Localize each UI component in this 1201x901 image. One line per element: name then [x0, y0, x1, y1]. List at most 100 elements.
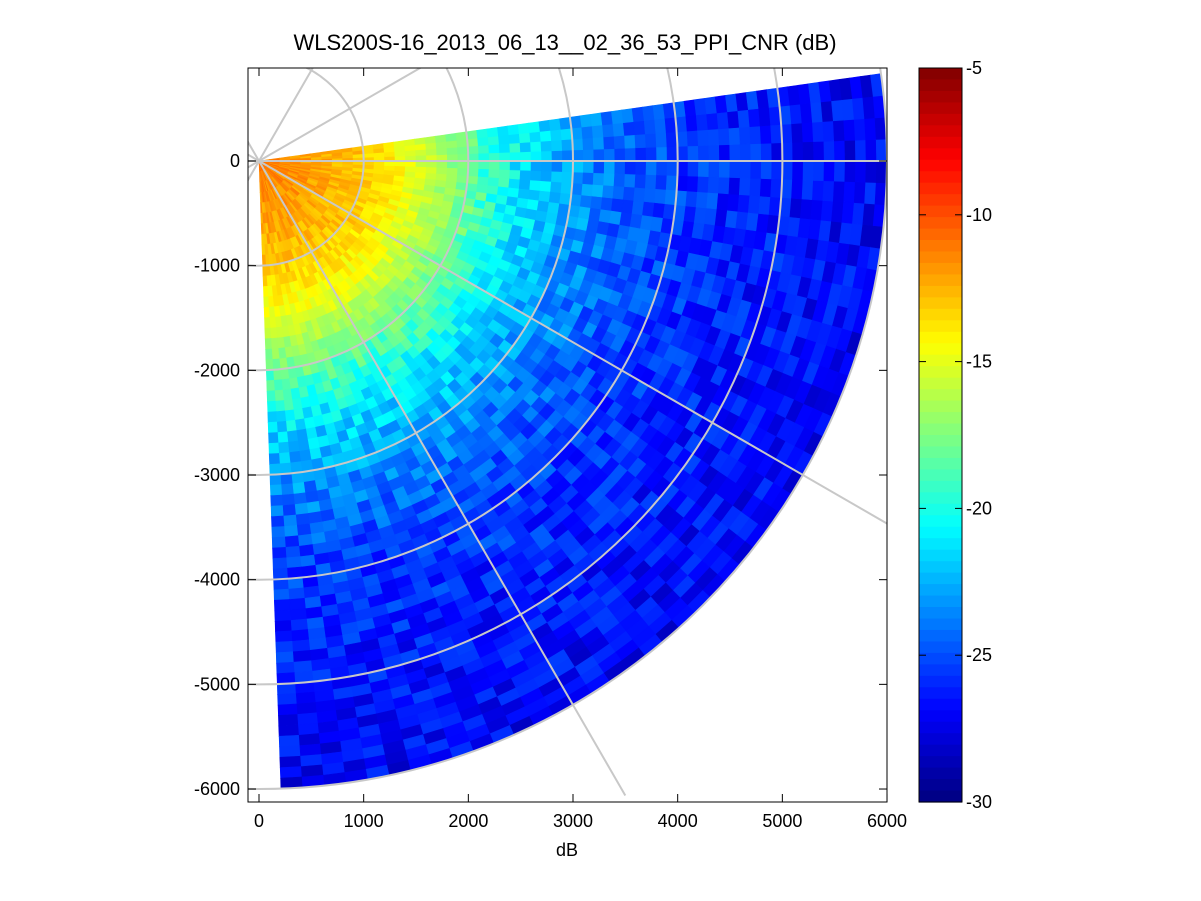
heatmap-cell: [467, 160, 480, 170]
heatmap-cell: [781, 142, 794, 162]
grid-spoke: [258, 160, 627, 796]
heatmap-cell: [622, 186, 636, 201]
plot-frame: [247, 67, 888, 803]
heatmap-cell: [547, 201, 560, 215]
heatmap-cell: [727, 193, 740, 212]
heatmap-cell: [862, 96, 876, 120]
heatmap-cell: [750, 143, 762, 162]
heatmap-cell: [269, 463, 282, 476]
heatmap-cell: [300, 754, 323, 767]
heatmap-cell: [747, 194, 761, 214]
heatmap-cell: [446, 167, 459, 176]
heatmap-cell: [436, 166, 448, 175]
colorbar-swatch: [919, 698, 962, 711]
heatmap-cell: [290, 618, 309, 632]
colorbar-tick-label: -25: [966, 645, 992, 665]
colorbar-swatch: [919, 320, 962, 333]
colorbar-swatch: [919, 687, 962, 700]
heatmap-cell: [284, 409, 296, 422]
heatmap-cell: [718, 127, 731, 146]
colorbar-swatch: [919, 641, 962, 654]
heatmap-cell: [718, 160, 731, 178]
heatmap-cell: [854, 139, 867, 162]
heatmap-cell: [298, 733, 321, 747]
heatmap-cell: [272, 557, 288, 570]
heatmap-cell: [844, 139, 856, 162]
heatmap-cell: [770, 124, 783, 144]
colorbar-swatch: [919, 515, 962, 528]
heatmap-cell: [275, 630, 293, 643]
x-tick-label: 5000: [762, 811, 802, 831]
heatmap-cell: [278, 441, 290, 454]
colorbar-swatch: [919, 194, 962, 207]
heatmap-cell: [655, 174, 668, 190]
heatmap-cell: [275, 640, 294, 653]
heatmap-cell: [642, 201, 655, 217]
heatmap-cell: [631, 200, 645, 216]
colorbar-swatch: [919, 297, 962, 310]
heatmap-cell: [488, 160, 501, 170]
heatmap-cell: [538, 119, 551, 132]
colorbar-ticks: -5 -10 -15 -20 -25 -30: [919, 58, 992, 812]
heatmap-cell: [582, 160, 595, 174]
chart-title: WLS200S-16_2013_06_13__02_36_53_PPI_CNR …: [293, 30, 836, 55]
heatmap-cell: [372, 143, 385, 150]
heatmap-cell: [363, 164, 375, 170]
heatmap-cell: [529, 131, 542, 143]
colorbar-swatch: [919, 228, 962, 241]
heatmap-cell: [631, 106, 645, 122]
heatmap-cell: [294, 502, 309, 516]
colorbar-swatch: [919, 618, 962, 631]
heatmap-cell: [394, 165, 406, 172]
heatmap-cell: [509, 169, 521, 180]
heatmap-cell: [645, 160, 658, 176]
colorbar-swatch: [919, 469, 962, 482]
heatmap-cell: [267, 421, 279, 434]
heatmap-cell: [833, 160, 846, 182]
heatmap-cell: [832, 119, 846, 142]
heatmap-cell: [665, 174, 678, 191]
heatmap-cell: [446, 146, 459, 155]
heatmap-cell: [613, 173, 626, 187]
heatmap-cell: [264, 317, 272, 329]
heatmap-cell: [820, 200, 834, 222]
heatmap-cell: [362, 144, 374, 151]
heatmap-cell: [624, 134, 636, 149]
heatmap-cell: [305, 490, 320, 504]
colorbar-swatch: [919, 171, 962, 184]
colorbar-swatch: [919, 343, 962, 356]
heatmap-cell: [582, 137, 595, 151]
heatmap-cell: [271, 526, 286, 538]
heatmap-cell: [267, 411, 278, 423]
heatmap-cell: [517, 188, 531, 200]
heatmap-cell: [283, 514, 298, 527]
heatmap-cell: [297, 712, 319, 726]
x-axis-ticks: 0 1000 2000 3000 4000 5000 6000: [254, 68, 907, 831]
heatmap-cell: [823, 140, 836, 162]
heatmap-cell: [269, 484, 283, 497]
colorbar-swatch: [919, 721, 962, 734]
heatmap-cell: [435, 173, 448, 182]
heatmap-cell: [770, 178, 783, 198]
colorbar-swatch: [919, 572, 962, 585]
heatmap-cell: [708, 160, 720, 178]
heatmap-cell: [276, 661, 296, 674]
heatmap-cell: [404, 165, 417, 173]
heatmap-cell: [539, 180, 552, 192]
colorbar-swatch: [919, 744, 962, 757]
heatmap-cell: [603, 160, 616, 174]
heatmap-cell: [760, 160, 773, 180]
colorbar-swatch: [919, 68, 962, 81]
heatmap-cell: [572, 149, 584, 162]
heatmap-cell: [550, 181, 563, 194]
heatmap-cell: [582, 171, 595, 185]
heatmap-cell: [707, 176, 720, 194]
heatmap-cell: [676, 175, 689, 192]
heatmap-cell: [530, 170, 542, 182]
heatmap-cell: [519, 141, 532, 153]
heatmap-cell: [707, 128, 720, 146]
heatmap-cell: [759, 178, 772, 198]
heatmap-cell: [541, 160, 553, 172]
heatmap-cell: [862, 202, 876, 226]
